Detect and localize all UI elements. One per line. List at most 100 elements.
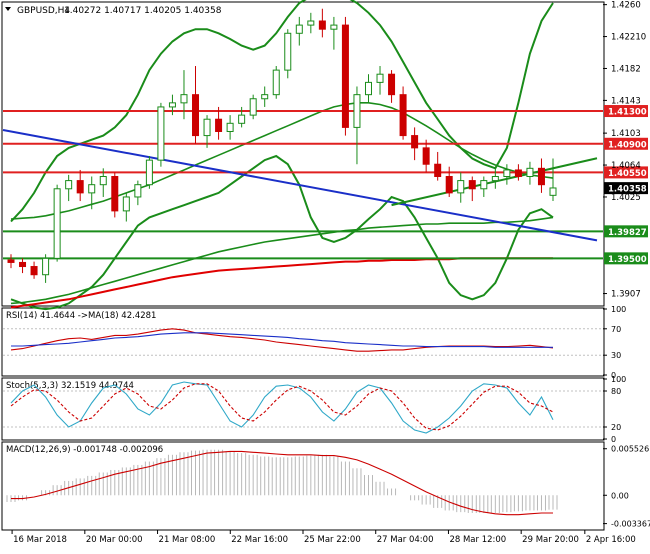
- candle-body: [457, 180, 465, 194]
- candle-body: [157, 106, 165, 161]
- moving-average-ma-100: [10, 216, 554, 305]
- candle-body: [480, 180, 488, 190]
- candle-body: [445, 176, 453, 194]
- candle-body: [145, 159, 153, 186]
- horizontal-level-label-bg: [604, 105, 648, 118]
- candle-body: [203, 118, 211, 137]
- moving-average-ma-50: [10, 102, 554, 220]
- current-price-label-bg: [604, 182, 648, 195]
- price-tick-label: 1.4143: [611, 96, 641, 106]
- candle-body: [411, 135, 419, 149]
- candle-body: [549, 187, 557, 196]
- indicator-label-macd: MACD(12,26,9) -0.001748 -0.002096: [6, 445, 163, 455]
- candle-body: [295, 24, 303, 34]
- horizontal-level-label: 1.40550: [608, 169, 647, 179]
- horizontal-level-label-bg: [604, 166, 648, 179]
- indicator-line-rsi-14-: [10, 328, 554, 352]
- horizontal-level-label: 1.39827: [608, 228, 647, 238]
- candle-body: [19, 261, 27, 268]
- rsi-panel: [1, 307, 605, 377]
- price-tick-label: 1.4064: [611, 161, 641, 171]
- horizontal-level-label: 1.41300: [608, 108, 647, 118]
- indicator-label-rsi: RSI(14) 41.4644 ->MA(18) 42.4281: [6, 311, 156, 321]
- candle-body: [122, 196, 130, 212]
- time-tick-label: 20 Mar 00:00: [86, 535, 143, 545]
- candle-body: [192, 94, 200, 137]
- candle-body: [514, 169, 522, 178]
- candle-body: [503, 169, 511, 178]
- candle-body: [272, 69, 280, 96]
- indicator-tick-label: 100: [611, 305, 626, 314]
- horizontal-level-label-bg: [604, 225, 648, 238]
- horizontal-level-label: 1.39500: [608, 255, 647, 265]
- price-axis-layer: 1.42601.422101.41821.41431.41031.40641.4…: [603, 1, 646, 300]
- candle-body: [399, 94, 407, 137]
- candle-body: [537, 167, 545, 186]
- candle-body: [99, 176, 107, 186]
- candle-body: [7, 259, 15, 263]
- time-tick-label: 29 Mar 20:00: [522, 535, 579, 545]
- candle-body: [134, 184, 142, 198]
- candle-body: [376, 73, 384, 83]
- indicators-layer: RSI(14) 41.4644 ->MA(18) 42.4281 100 70 30 0…: [3, 305, 650, 529]
- horizontal-level-label-bg: [604, 137, 648, 150]
- candle-body: [307, 20, 315, 26]
- time-tick-label: 28 Mar 12:00: [449, 535, 506, 545]
- price-tick-label: 1.4025: [611, 193, 641, 203]
- time-tick-label: 16 Mar 2018: [13, 535, 67, 545]
- chart-title: GBPUSD,H4: [17, 6, 70, 16]
- collapse-arrow-icon[interactable]: [5, 7, 11, 11]
- candle-body: [364, 81, 372, 96]
- time-tick-label: 22 Mar 16:00: [231, 535, 288, 545]
- indicator-tick-label: 30: [611, 351, 621, 360]
- indicator-panel-stochastic: Stoch(5,3,3) 32.1519 44.9744 100 80 20 0: [3, 375, 626, 444]
- indicator-tick-label: 70: [611, 325, 621, 334]
- candle-body: [330, 24, 338, 30]
- price-tick-label: 1.42210: [611, 33, 646, 43]
- chart-ohlc-header: 1.40272 1.40717 1.40205 1.40358: [64, 6, 222, 16]
- candle-body: [238, 114, 246, 124]
- indicator-tick-label: -0.003367: [611, 520, 650, 529]
- time-tick-label: 27 Mar 04:00: [377, 535, 434, 545]
- bollinger-lower-line: [10, 154, 554, 311]
- indicator-panel-rsi: RSI(14) 41.4644 ->MA(18) 42.4281 100 70 30 0: [3, 305, 626, 380]
- candle-body: [353, 94, 361, 128]
- indicator-line--k: [10, 381, 554, 434]
- current-price-label: 1.40358: [608, 185, 647, 195]
- price-tick-label: 1.3907: [611, 290, 641, 300]
- candle-body: [318, 20, 326, 30]
- price-tick-label: 1.4260: [611, 1, 641, 11]
- candle-body: [341, 24, 349, 128]
- indicator-tick-label: 100: [611, 375, 626, 384]
- trendlines-layer: [2, 129, 598, 242]
- horizontal-level-label-bg: [604, 252, 648, 265]
- candle-body: [434, 163, 442, 178]
- indicator-line--d: [10, 383, 554, 431]
- indicator-tick-label: 0: [611, 435, 616, 444]
- candle-body: [261, 94, 269, 100]
- indicator-panel-macd: MACD(12,26,9) -0.001748 -0.002096 0.00552…: [6, 445, 650, 529]
- indicator-tick-label: 80: [611, 387, 621, 396]
- candle-body: [88, 184, 96, 194]
- candle-body: [42, 257, 50, 276]
- price-tick-label: 1.4103: [611, 129, 641, 139]
- candle-body: [491, 176, 499, 182]
- candle-body: [468, 180, 476, 190]
- stoch-panel: [1, 377, 605, 441]
- horizontal-level-label: 1.40900: [608, 140, 647, 150]
- indicator-tick-label: 0.00: [611, 491, 629, 500]
- candle-body: [526, 167, 534, 178]
- candle-body: [76, 180, 84, 194]
- time-tick-label: 21 Mar 08:00: [159, 535, 216, 545]
- trendline-blue-resistance: [2, 129, 598, 242]
- candles-layer: [7, 8, 557, 283]
- candle-body: [215, 118, 223, 132]
- candle-body: [65, 180, 73, 190]
- candle-body: [388, 73, 396, 96]
- candle-body: [180, 94, 188, 104]
- indicator-line-signal: [11, 450, 553, 516]
- indicator-label-stochastic: Stoch(5,3,3) 32.1519 44.9744: [6, 381, 134, 391]
